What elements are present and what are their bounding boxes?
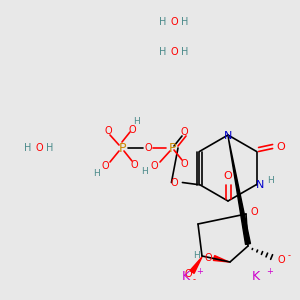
Text: O: O <box>128 125 136 135</box>
Text: K: K <box>252 269 260 283</box>
Text: -: - <box>287 251 290 260</box>
Text: -: - <box>193 275 196 284</box>
Text: O: O <box>170 17 178 27</box>
Polygon shape <box>213 256 229 262</box>
Text: O: O <box>101 161 109 171</box>
Text: O: O <box>35 143 43 153</box>
Text: P: P <box>168 142 176 154</box>
Text: H: H <box>181 17 189 27</box>
Text: H: H <box>133 116 140 125</box>
Text: O: O <box>180 127 188 137</box>
Text: O: O <box>130 160 138 170</box>
Text: H: H <box>94 169 100 178</box>
Text: N: N <box>224 131 232 141</box>
Polygon shape <box>190 257 202 273</box>
Text: O: O <box>170 47 178 57</box>
Text: O: O <box>104 126 112 136</box>
Text: O: O <box>144 143 152 153</box>
Polygon shape <box>228 136 250 244</box>
Text: H: H <box>24 143 32 153</box>
Text: O: O <box>150 161 158 171</box>
Text: O: O <box>180 159 188 169</box>
Text: H: H <box>159 47 167 57</box>
Text: H: H <box>159 17 167 27</box>
Text: +: + <box>267 268 273 277</box>
Text: H: H <box>267 176 274 185</box>
Text: H: H <box>46 143 54 153</box>
Text: H: H <box>181 47 189 57</box>
Text: N: N <box>255 179 264 190</box>
Text: H: H <box>141 167 147 176</box>
Text: P: P <box>118 142 126 154</box>
Text: O: O <box>277 255 285 265</box>
Text: O: O <box>204 253 212 263</box>
Text: O: O <box>276 142 285 152</box>
Text: O: O <box>184 269 192 279</box>
Text: K: K <box>182 269 190 283</box>
Text: O: O <box>224 171 232 181</box>
Text: O: O <box>250 207 258 217</box>
Text: H: H <box>193 251 200 260</box>
Text: +: + <box>196 268 203 277</box>
Text: O: O <box>171 178 178 188</box>
